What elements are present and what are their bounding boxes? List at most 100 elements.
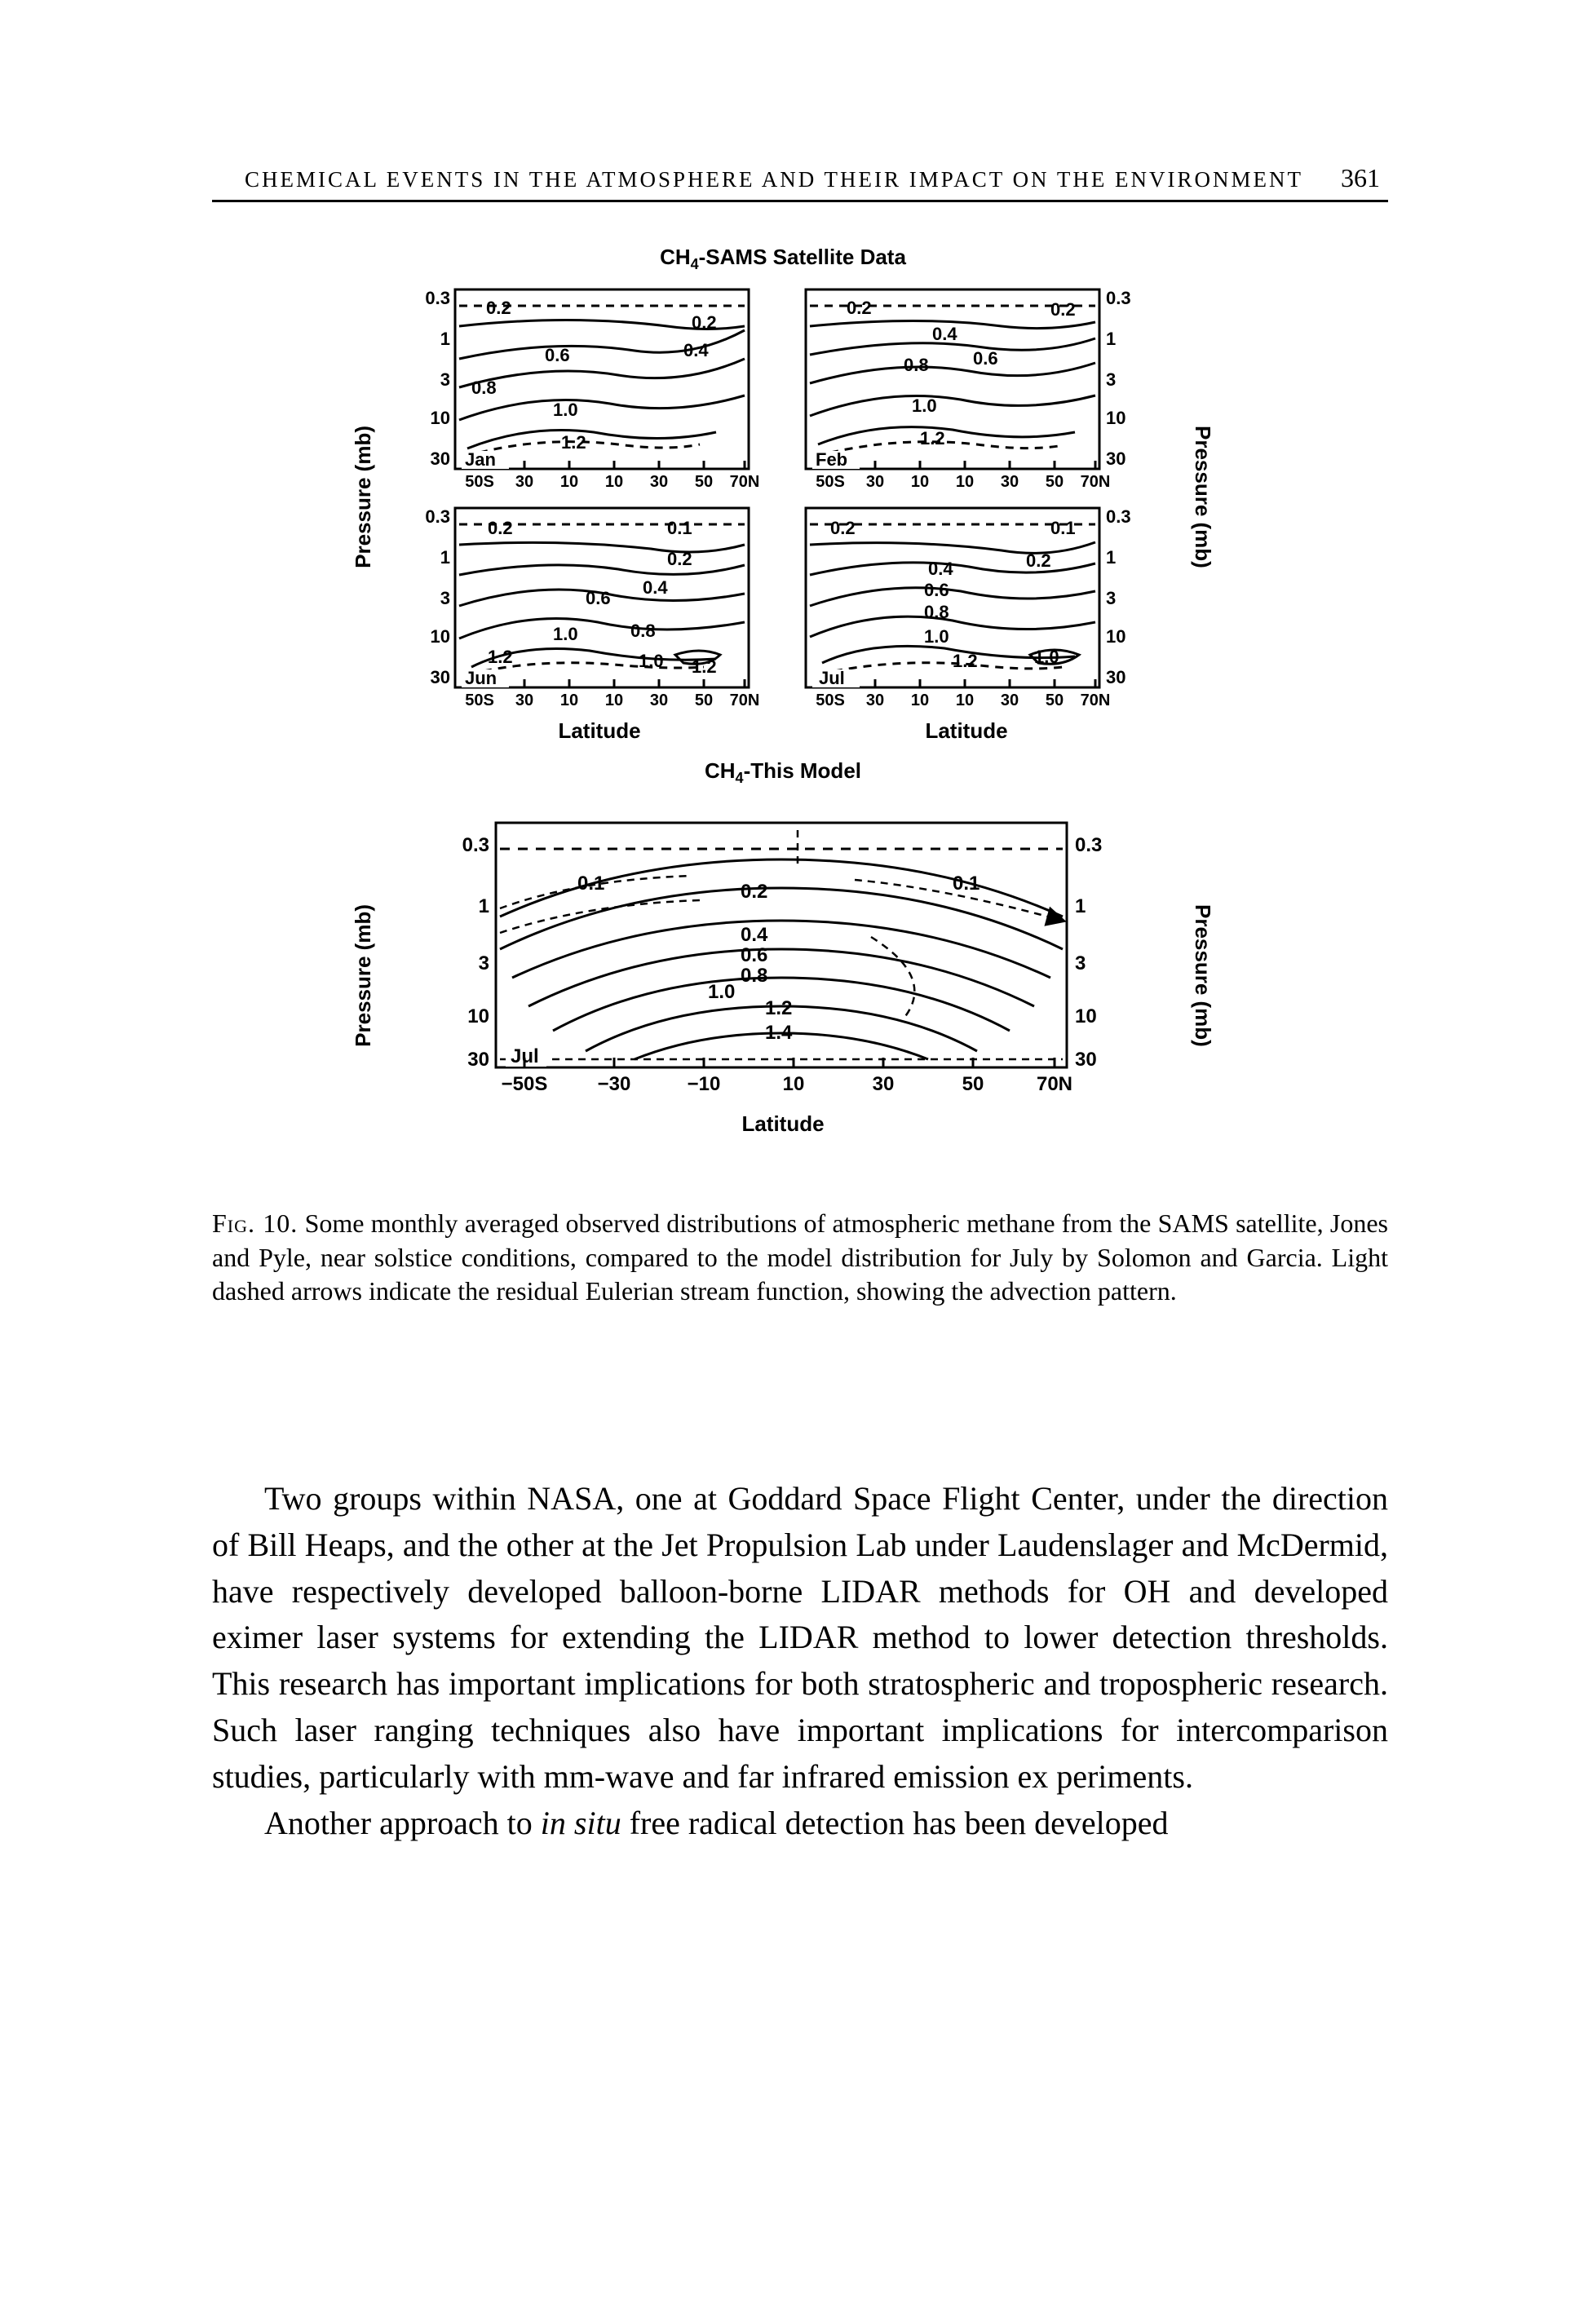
ytick: 30 xyxy=(431,448,450,469)
paragraph-2: Another approach to in situ free radical… xyxy=(212,1800,1388,1847)
contour-label: 0.2 xyxy=(1050,299,1076,320)
xtick: 50 xyxy=(695,691,713,709)
xtick: 70N xyxy=(1037,1073,1072,1095)
ytick: 3 xyxy=(479,952,489,974)
ytick: 0.3 xyxy=(1106,506,1131,527)
ytick: 10 xyxy=(1106,626,1125,647)
panel-month: Feb xyxy=(816,449,847,470)
contour-label: 0.1 xyxy=(577,873,604,895)
xtick: 10 xyxy=(605,473,623,491)
y-axis-label-right: Pressure (mb) xyxy=(1125,904,1215,1047)
figure-10: CH4-SAMS Satellite Data Pressure (mb) 0.… xyxy=(351,236,1215,1140)
chart-jul-model: 0.3 1 3 10 30 0.3 1 3 10 30 xyxy=(447,815,1116,1108)
contour-label: 0.8 xyxy=(630,621,656,641)
y-axis-label-left: Pressure (mb) xyxy=(351,904,440,1047)
contour-label: 0.8 xyxy=(904,355,929,375)
xtick: −50S xyxy=(502,1073,548,1095)
ytick: 0.3 xyxy=(462,834,489,856)
ytick: 30 xyxy=(1106,448,1125,469)
xtick: 10 xyxy=(956,473,974,491)
ytick: 3 xyxy=(1106,588,1116,608)
xtick: 50 xyxy=(1046,473,1064,491)
contour-label: 0.4 xyxy=(683,340,709,360)
ytick: 0.3 xyxy=(1075,834,1102,856)
contour-label: 1.0 xyxy=(924,626,949,647)
xtick: 30 xyxy=(1001,473,1019,491)
xtick: −10 xyxy=(688,1073,721,1095)
contour-label: 0.2 xyxy=(830,518,856,538)
xtick: 50S xyxy=(465,691,494,709)
contour-label: 1.2 xyxy=(561,432,586,453)
xtick: 50S xyxy=(816,473,845,491)
title-prefix: CH xyxy=(705,758,736,783)
xtick: 30 xyxy=(650,691,668,709)
contour-label: 0.8 xyxy=(924,602,949,622)
xtick: 10 xyxy=(560,691,578,709)
panel-jul-model: 0.3 1 3 10 30 0.3 1 3 10 30 xyxy=(447,815,1119,1137)
ytick: 1 xyxy=(440,329,450,349)
contour-label: 0.1 xyxy=(1050,518,1076,538)
xtick: 50 xyxy=(962,1073,984,1095)
running-head: CHEMICAL EVENTS IN THE ATMOSPHERE AND TH… xyxy=(245,163,1380,193)
contour-label: 0.1 xyxy=(667,518,692,538)
x-axis-label: Latitude xyxy=(416,718,783,744)
contour-label: 0.2 xyxy=(741,881,767,903)
ytick: 1 xyxy=(440,547,450,568)
contour-label: 0.4 xyxy=(741,924,768,946)
contour-label: 0.6 xyxy=(545,345,570,365)
running-title: CHEMICAL EVENTS IN THE ATMOSPHERE AND TH… xyxy=(245,167,1303,192)
contour-label: 1.2 xyxy=(920,428,945,448)
contour-label: 1.2 xyxy=(953,651,978,671)
xtick: 10 xyxy=(783,1073,805,1095)
ytick: 3 xyxy=(440,369,450,390)
caption-lead: Fig. 10. xyxy=(212,1208,298,1238)
contour-label: 0.4 xyxy=(643,577,668,598)
xtick: −30 xyxy=(598,1073,631,1095)
contour-label: 1.0 xyxy=(1034,647,1059,667)
ytick: 0.3 xyxy=(1106,288,1131,308)
xtick: 70N xyxy=(1081,473,1111,491)
xtick: 50S xyxy=(816,691,845,709)
title-rest: -This Model xyxy=(744,758,861,783)
contour-label: 0.1 xyxy=(953,873,980,895)
title-rest: -SAMS Satellite Data xyxy=(699,245,906,269)
contour-label: 0.2 xyxy=(692,312,717,333)
ytick: 30 xyxy=(1106,667,1125,687)
sams-panels: Pressure (mb) 0.3 1 3 10 30 xyxy=(351,278,1215,744)
contour-label: 0.2 xyxy=(488,518,513,538)
contour-label: 0.6 xyxy=(586,588,611,608)
contour-label: 1.0 xyxy=(553,624,578,644)
xtick: 10 xyxy=(911,473,929,491)
xtick: 30 xyxy=(515,691,533,709)
ytick: 10 xyxy=(1106,408,1125,428)
panel-jul-sams: 0.2 0.1 0.2 0.4 0.6 0.8 1.0 1.2 1.0 Jul … xyxy=(789,500,1143,712)
chart-jan: 0.3 1 3 10 30 xyxy=(422,281,765,493)
xtick: 30 xyxy=(873,1073,895,1095)
y-axis-label-right: Pressure (mb) xyxy=(1150,426,1215,568)
ytick: 0.3 xyxy=(425,506,450,527)
xtick: 50S xyxy=(465,473,494,491)
xtick: 70N xyxy=(730,473,760,491)
ytick: 1 xyxy=(1106,329,1116,349)
ytick: 30 xyxy=(431,667,450,687)
caption-text: Some monthly averaged observed distribut… xyxy=(212,1208,1388,1306)
contour-label: 1.2 xyxy=(692,656,717,677)
contour-label: 0.6 xyxy=(973,348,998,369)
ytick: 0.3 xyxy=(425,288,450,308)
page-number: 361 xyxy=(1341,163,1380,193)
ytick: 3 xyxy=(1106,369,1116,390)
chart-feb: 0.2 0.2 0.4 0.6 0.8 1.0 1.2 Feb 0.3 1 3 … xyxy=(789,281,1132,493)
panel-jun: 0.3 1 3 10 30 xyxy=(422,500,776,712)
xtick: 30 xyxy=(515,473,533,491)
xtick: 10 xyxy=(560,473,578,491)
contour-label: 0.2 xyxy=(667,549,692,569)
panel-month: Jul xyxy=(819,668,845,688)
contour-label: 0.4 xyxy=(928,559,953,579)
contour-label: 0.2 xyxy=(847,298,872,318)
contour-label: 0.4 xyxy=(932,324,957,344)
ytick: 1 xyxy=(479,895,489,917)
contour-label: 1.0 xyxy=(912,395,937,416)
y-axis-label-left: Pressure (mb) xyxy=(351,426,416,568)
contour-label: 0.6 xyxy=(924,580,949,600)
xtick: 70N xyxy=(1081,691,1111,709)
